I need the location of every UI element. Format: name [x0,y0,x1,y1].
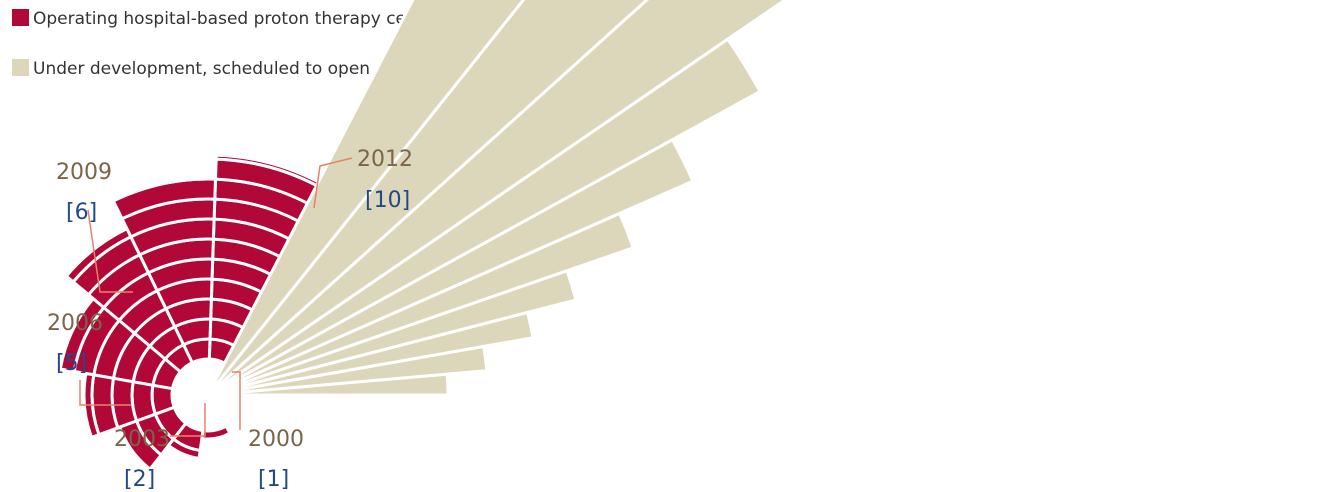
legend-swatch-development [12,59,29,76]
milestone-year-2009: 2009 [56,160,112,185]
operating-wedge-8-ring-3 [118,419,163,471]
wedges-group [58,0,788,471]
milestone-count-2000: [1] [258,467,289,492]
development-wedge-10 [206,0,526,397]
milestone-count-2003: [2] [124,467,155,492]
milestone-year-2000: 2000 [248,427,304,452]
development-wedge-9 [206,0,649,397]
operating-wedge-6-ring-6 [58,297,106,373]
leader-2009 [87,209,133,293]
leader-lines [79,157,353,437]
milestone-year-2003: 2003 [114,427,170,452]
legend-item-development: Under development, scheduled to open [12,58,370,80]
legend-label-development: Under development, scheduled to open [33,59,371,79]
milestone-labels: 2000 [1] 2003 [2] 2006 [5] 2009 [6] 2012… [47,147,413,492]
legend-swatch-operating [12,9,29,26]
milestone-count-2006: [5] [56,351,87,376]
leader-2006 [79,380,131,406]
operating-wedge-10-ring-1 [200,424,232,441]
operating-wedge-5-ring-8 [64,227,133,284]
leader-2012 [313,157,353,209]
operating-wedge-4-ring-10 [110,175,218,203]
milestone-year-2012: 2012 [357,147,413,172]
milestone-count-2009: [6] [66,200,97,225]
milestone-count-2012: [10] [365,188,410,213]
operating-wedge-3-ring-11 [214,153,323,189]
leader-2000 [232,371,241,430]
milestone-year-2006: 2006 [47,311,103,336]
operating-wedge-9-ring-2 [167,437,202,460]
leader-2003 [170,403,206,437]
